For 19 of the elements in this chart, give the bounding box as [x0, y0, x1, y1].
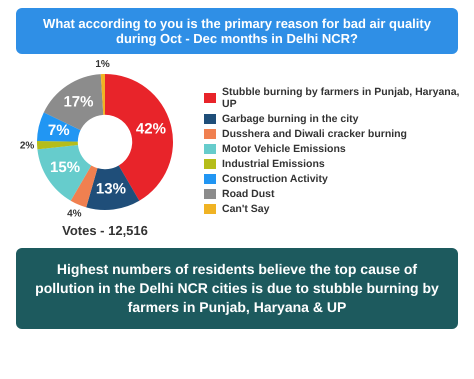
legend-label: Industrial Emissions — [222, 158, 325, 170]
data-label: 13% — [96, 180, 126, 198]
legend-label: Stubble burning by farmers in Punjab, Haryana, UP — [222, 86, 460, 110]
data-label: 42% — [136, 120, 166, 138]
legend-label: Motor Vehicle Emissions — [222, 142, 346, 154]
text: Highest numbers of residents believe the top cause of pollution in the Delhi NCR cities is due to stubble burning by farmers in Punjab, Haryana & UP — [16, 248, 458, 329]
legend-label: Garbage burning in the city — [222, 112, 359, 124]
legend-label: Road Dust — [222, 188, 274, 200]
data-label: 15% — [50, 159, 80, 176]
data-label: 2% — [20, 140, 34, 152]
legend-label: Dusshera and Diwali cracker burning — [222, 128, 407, 140]
data-label: 17% — [63, 94, 94, 111]
text: Votes - 12,516 — [62, 223, 148, 238]
data-label: 4% — [67, 208, 82, 220]
chart-title: What according to you is the primary reason for bad air quality during Oct - Dec months in Delhi NCR? — [16, 8, 458, 54]
data-label: 7% — [48, 122, 70, 140]
data-label: 1% — [95, 58, 110, 70]
legend-label: Can't Say — [222, 202, 270, 214]
legend-label: Construction Activity — [222, 172, 328, 184]
